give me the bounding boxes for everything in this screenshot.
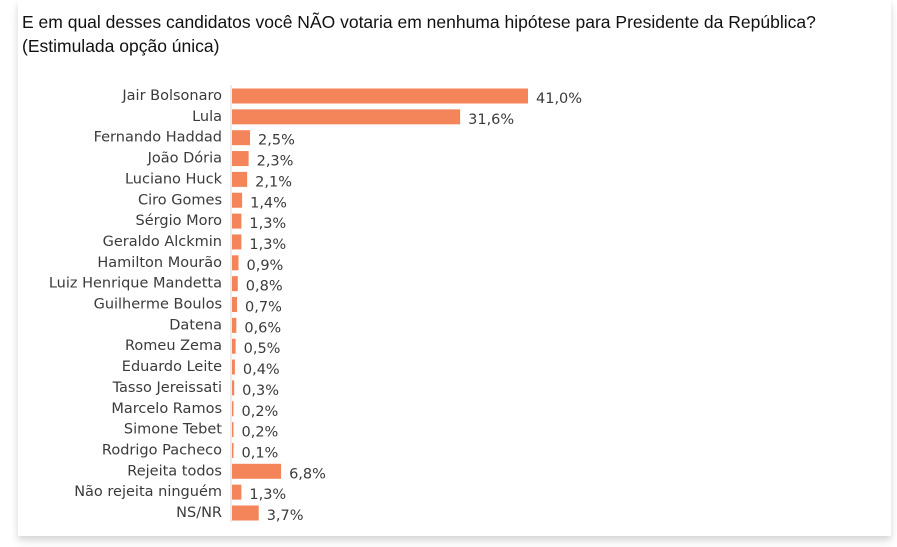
value-label: 0,6%	[244, 320, 281, 336]
bar	[232, 151, 249, 167]
category-label: Não rejeita ninguém	[74, 484, 222, 500]
category-label: Eduardo Leite	[122, 359, 222, 375]
chart-title: E em qual desses candidatos você NÃO vot…	[22, 10, 882, 58]
value-label: 6,8%	[289, 466, 326, 482]
chart-title-line-1: E em qual desses candidatos você NÃO vot…	[22, 12, 816, 32]
category-label: Jair Bolsonaro	[121, 88, 222, 104]
value-label: 1,4%	[250, 195, 287, 211]
bar	[232, 88, 528, 104]
category-label: Simone Tebet	[124, 422, 222, 438]
bar	[232, 109, 461, 125]
bars-group: Jair Bolsonaro 41,0% Lula 31,6% Fernando Had…	[49, 88, 582, 524]
category-label: Guilherme Boulos	[94, 297, 222, 313]
bar	[232, 297, 238, 312]
category-label: NS/NR	[176, 505, 222, 521]
value-label: 0,5%	[244, 341, 281, 357]
bar	[232, 505, 259, 521]
bar	[232, 130, 251, 146]
bar	[232, 192, 243, 208]
chart-title-line-2: (Estimulada opção única)	[22, 36, 220, 56]
category-label: Sérgio Moro	[136, 213, 223, 229]
category-label: Luiz Henrique Mandetta	[49, 276, 222, 292]
bar	[232, 359, 235, 375]
bar	[232, 317, 237, 333]
category-label: Tasso Jereissati	[112, 380, 222, 396]
bar	[232, 234, 242, 250]
value-label: 1,3%	[249, 216, 286, 232]
category-label: João Dória	[147, 151, 222, 167]
value-label: 2,5%	[258, 133, 295, 149]
category-label: Datena	[169, 317, 222, 333]
value-label: 3,7%	[267, 508, 304, 524]
value-label: 0,3%	[242, 383, 279, 399]
value-label: 0,2%	[242, 404, 279, 420]
category-label: Ciro Gomes	[138, 192, 222, 208]
category-label: Geraldo Alckmin	[103, 234, 222, 250]
value-label: 1,3%	[249, 237, 286, 253]
category-label: Fernando Haddad	[94, 130, 222, 146]
value-label: 0,9%	[246, 258, 283, 274]
bar	[232, 463, 282, 479]
category-label: Rejeita todos	[127, 463, 222, 479]
category-label: Hamilton Mourão	[97, 255, 222, 271]
category-label: Rodrigo Pacheco	[102, 442, 222, 458]
value-label: 2,3%	[257, 154, 294, 170]
bar	[232, 484, 242, 500]
value-label: 1,3%	[249, 487, 286, 503]
bar	[232, 442, 234, 458]
bar	[232, 213, 242, 229]
category-label: Luciano Huck	[125, 171, 223, 187]
value-label: 0,4%	[243, 362, 280, 378]
bar	[232, 338, 236, 354]
value-label: 0,1%	[242, 445, 279, 461]
bar	[232, 276, 238, 292]
category-label: Marcelo Ramos	[111, 401, 222, 417]
bar	[232, 422, 234, 438]
bar	[232, 401, 234, 417]
value-label: 0,7%	[245, 300, 282, 316]
value-label: 0,8%	[246, 279, 283, 295]
bar	[232, 171, 248, 187]
bar	[232, 380, 235, 396]
category-label: Romeu Zema	[125, 338, 222, 354]
value-label: 0,2%	[242, 425, 279, 441]
value-label: 41,0%	[536, 91, 582, 107]
value-label: 2,1%	[255, 174, 292, 190]
category-label: Lula	[192, 109, 222, 125]
value-label: 31,6%	[468, 112, 514, 128]
bar	[232, 255, 239, 271]
